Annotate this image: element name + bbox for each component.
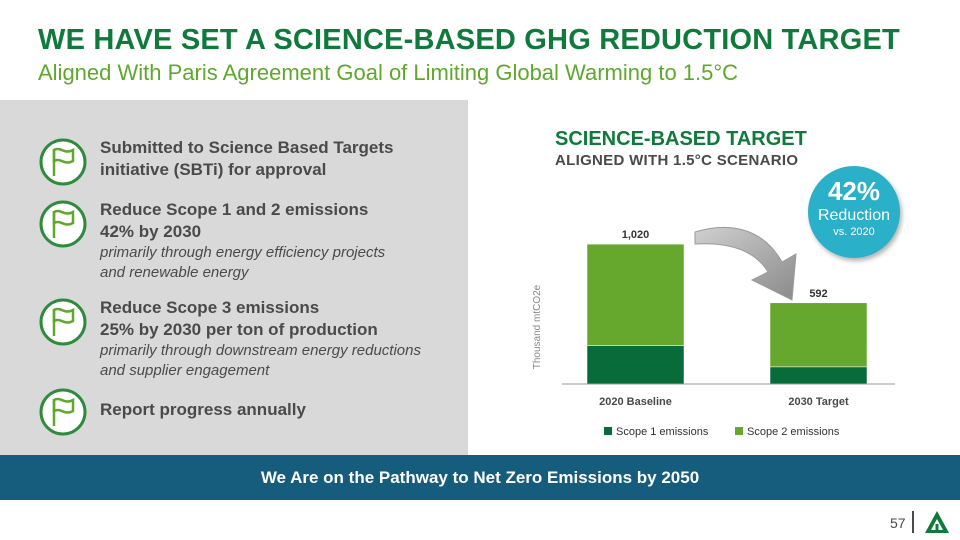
reduction-badge: 42% Reduction vs. 2020 — [808, 166, 900, 258]
item-line: 42% by 2030 — [100, 222, 202, 241]
page-title: WE HAVE SET A SCIENCE-BASED GHG REDUCTIO… — [38, 24, 900, 56]
data-label: 1,020 — [622, 229, 650, 241]
item-detail: and supplier engagement — [100, 362, 270, 379]
stacked-bar-chart: 1,020 2020 Baseline 592 2030 Target Thousand… — [532, 229, 895, 438]
item-detail: primarily through downstream energy redu… — [100, 342, 421, 359]
list-item: Reduce Scope 3 emissions 25% by 2030 per… — [38, 297, 468, 379]
badge-note: vs. 2020 — [833, 226, 875, 238]
x-tick-label: 2020 Baseline — [599, 396, 672, 408]
item-line: Reduce Scope 1 and 2 emissions — [100, 200, 369, 219]
legend-swatch — [735, 427, 743, 435]
flag-icon — [39, 388, 87, 436]
divider — [912, 511, 914, 533]
chart-subtitle: ALIGNED WITH 1.5°C SCENARIO — [555, 152, 799, 169]
page-subtitle: Aligned With Paris Agreement Goal of Lim… — [38, 60, 739, 85]
chart-title: SCIENCE-BASED TARGET — [555, 128, 807, 150]
badge-percent: 42% — [827, 176, 881, 206]
legend-label: Scope 1 emissions — [616, 426, 709, 438]
bar-segment — [586, 345, 685, 385]
item-line: Submitted to Science Based Targets — [100, 138, 394, 157]
flag-icon — [39, 298, 87, 346]
bottom-banner: We Are on the Pathway to Net Zero Emissi… — [0, 455, 960, 500]
item-detail: and renewable energy — [100, 264, 249, 281]
list-item: Submitted to Science Based Targets initi… — [38, 137, 468, 187]
curved-arrow-icon — [694, 226, 797, 301]
legend-label: Scope 2 emissions — [747, 426, 840, 438]
triangle-logo-icon — [925, 511, 949, 533]
page-number: 57 — [890, 515, 906, 531]
item-line: initiative (SBTi) for approval — [100, 160, 327, 179]
list-item: Report progress annually — [38, 387, 468, 437]
item-detail: primarily through energy efficiency proj… — [100, 244, 386, 261]
right-panel — [468, 100, 960, 455]
badge-label: Reduction — [817, 207, 891, 224]
item-line: Report progress annually — [100, 400, 306, 419]
bar-segment — [586, 243, 685, 346]
item-line: Reduce Scope 3 emissions — [100, 298, 320, 317]
legend-swatch — [604, 427, 612, 435]
data-label: 592 — [809, 288, 827, 300]
list-item: Reduce Scope 1 and 2 emissions 42% by 20… — [38, 199, 468, 281]
bar-segment — [769, 366, 868, 385]
flag-icon — [39, 138, 87, 186]
flag-icon — [39, 200, 87, 248]
x-tick-label: 2030 Target — [788, 396, 849, 408]
bar-segment — [769, 302, 868, 368]
item-line: 25% by 2030 per ton of production — [100, 320, 378, 339]
y-axis-label: Thousand mtCO2e — [532, 284, 543, 369]
